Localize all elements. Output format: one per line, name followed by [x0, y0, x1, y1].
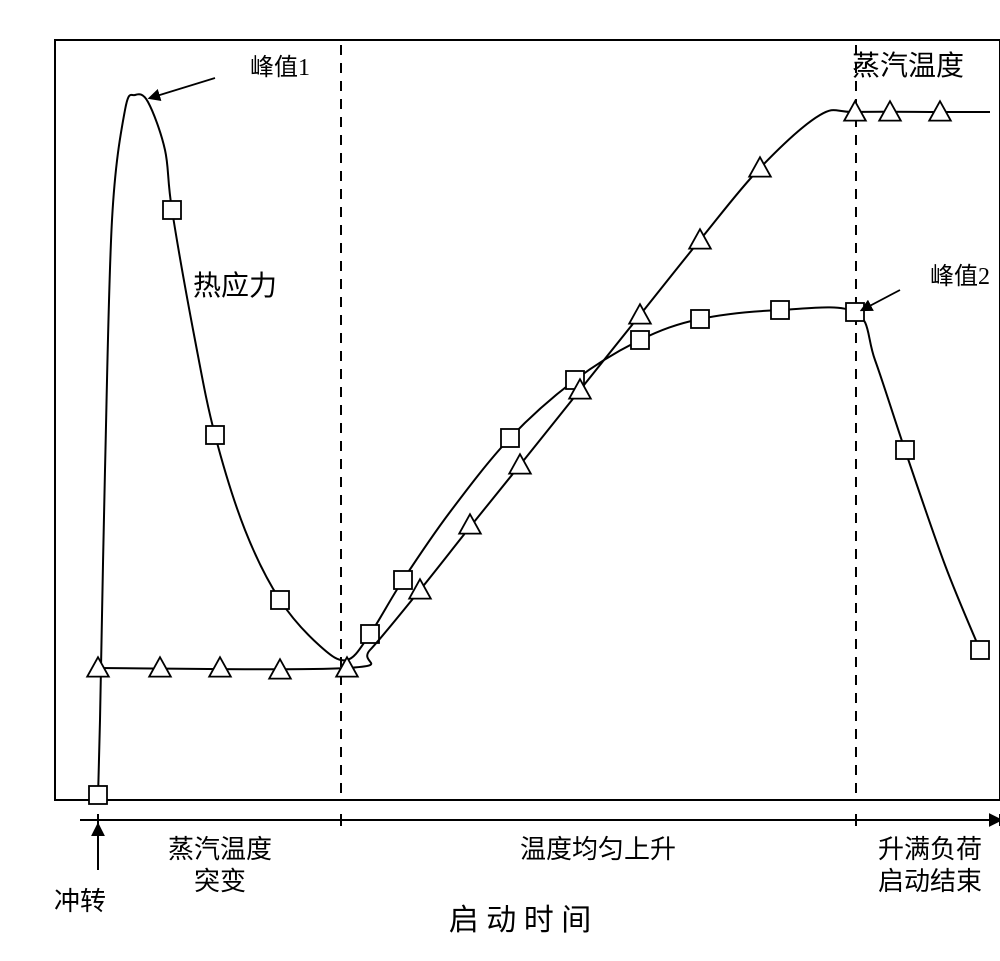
chart-container: 蒸汽温度突变温度均匀上升升满负荷启动结束冲转启 动 时 间热应力蒸汽温度峰值1峰… [20, 20, 980, 941]
chart-svg: 蒸汽温度突变温度均匀上升升满负荷启动结束冲转启 动 时 间热应力蒸汽温度峰值1峰… [20, 20, 1000, 941]
peak-label-0: 峰值1 [250, 54, 310, 81]
phase-label-1: 温度均匀上升 [520, 835, 676, 864]
phase-label-2: 升满负荷 [878, 835, 982, 864]
thermal-stress-series-label: 热应力 [193, 270, 277, 302]
phase-label-0: 蒸汽温度 [168, 835, 272, 864]
impulse-label: 冲转 [54, 887, 106, 916]
peak-label-1: 峰值2 [930, 263, 990, 290]
phase-label-0-line2: 突变 [194, 867, 246, 896]
phase-label-2-line2: 启动结束 [878, 867, 982, 896]
steam-temp-series-label: 蒸汽温度 [852, 50, 964, 82]
